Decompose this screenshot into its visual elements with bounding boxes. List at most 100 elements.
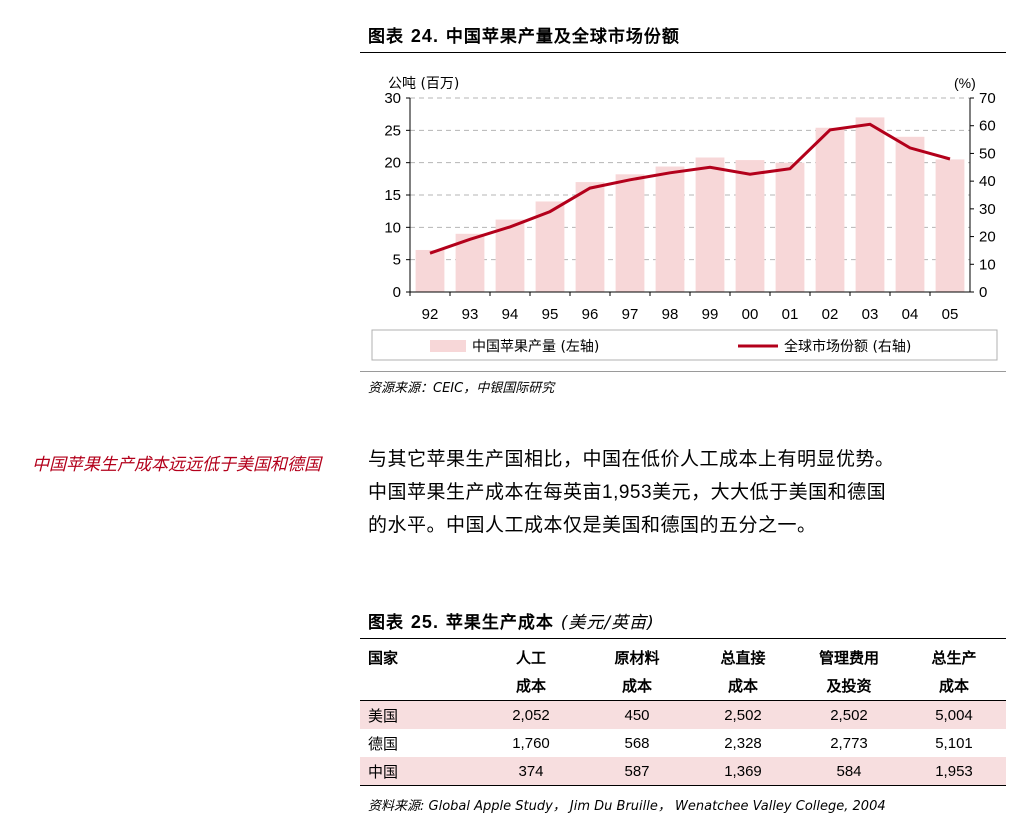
production-bar — [495, 219, 525, 292]
header-direct: 总直接 — [720, 649, 766, 667]
legend-box — [371, 329, 998, 361]
x-tick-label: 05 — [942, 306, 959, 323]
figure-label: 图表 — [368, 613, 404, 633]
figure-title-text: 中国苹果产量及全球市场份额 — [445, 27, 680, 47]
legend-line-label: 全球市场份额 (右轴) — [784, 338, 911, 355]
left-tick-label: 20 — [384, 155, 401, 172]
header-country-2 — [360, 672, 478, 701]
figure-24-title: 图表 24. 中国苹果产量及全球市场份额 — [368, 22, 680, 47]
figure-title-text: 苹果生产成本 — [445, 613, 554, 633]
row-country: 美国 — [360, 700, 478, 729]
production-bar — [895, 136, 925, 292]
left-axis-ticks: 0 5 10 15 20 25 30 — [384, 90, 410, 301]
x-tick-label: 02 — [822, 306, 839, 323]
figure-number: 25. — [410, 612, 439, 632]
left-tick-label: 25 — [384, 122, 401, 139]
cell-materials: 587 — [584, 757, 690, 786]
production-bar — [735, 160, 765, 292]
cell-overhead: 2,773 — [830, 734, 868, 752]
x-tick-label: 94 — [502, 306, 519, 323]
right-tick-label: 40 — [979, 173, 996, 190]
x-axis-ticks: 92 93 94 95 96 97 98 99 00 01 02 03 04 05 — [409, 292, 959, 323]
production-bar — [855, 117, 885, 293]
header-materials: 原材料 — [614, 649, 660, 667]
source-rule — [360, 371, 1006, 372]
figure-title-unit: (美元/英亩) — [560, 613, 655, 633]
table-row: 中国 374 587 1,369 584 1,953 — [360, 757, 1006, 786]
x-tick-label: 04 — [902, 306, 919, 323]
x-tick-label: 97 — [622, 306, 639, 323]
side-note: 中国苹果生产成本远远低于美国和德国 — [32, 455, 321, 475]
right-tick-label: 60 — [979, 118, 996, 135]
cost-table: 国家 人工 原材料 总直接 管理费用 总生产 成本 成本 成本 及投资 成本 美… — [360, 644, 1006, 786]
legend-bar-label: 中国苹果产量 (左轴) — [472, 339, 599, 355]
paragraph-line-3: 的水平。中国人工成本仅是美国和德国的五分之一。 — [368, 514, 817, 536]
right-axis-label: (%) — [954, 75, 976, 91]
chart-grid — [410, 97, 970, 261]
cell-overhead: 2,502 — [796, 700, 902, 729]
left-tick-label: 10 — [384, 219, 401, 236]
market-share-line — [429, 122, 951, 255]
left-tick-label: 15 — [384, 187, 401, 204]
table-header-row: 国家 人工 原材料 总直接 管理费用 总生产 — [360, 644, 1006, 672]
x-tick-label: 01 — [782, 306, 799, 323]
x-tick-label: 96 — [582, 306, 599, 323]
cell-total: 5,004 — [902, 700, 1006, 729]
header-materials-2: 成本 — [621, 677, 652, 695]
table-row: 美国 2,052 450 2,502 2,502 5,004 — [360, 700, 1006, 729]
paragraph-line-1: 与其它苹果生产国相比，中国在低价人工成本上有明显优势。 — [368, 448, 895, 470]
cell-overhead: 584 — [796, 757, 902, 786]
figure-number: 24. — [410, 26, 439, 46]
title-rule — [360, 52, 1006, 53]
x-tick-label: 93 — [462, 306, 479, 323]
table-row: 德国 1,760 568 2,328 2,773 5,101 — [360, 729, 1006, 757]
x-tick-label: 99 — [702, 306, 719, 323]
table-title-rule — [360, 638, 1006, 639]
figure-25-source: 资料来源: Global Apple Study， Jim Du Bruille… — [368, 799, 886, 814]
cost-figure: 1,953 — [602, 482, 653, 503]
cell-direct: 2,328 — [724, 734, 762, 752]
production-bar — [935, 159, 965, 292]
cell-labor: 1,760 — [512, 734, 550, 752]
row-country: 中国 — [360, 757, 478, 786]
right-tick-label: 20 — [979, 229, 996, 246]
right-axis-ticks: 0 10 20 30 40 50 60 70 — [970, 90, 996, 301]
x-tick-label: 92 — [422, 306, 439, 323]
production-bar — [615, 174, 645, 292]
right-tick-label: 10 — [979, 256, 996, 273]
header-overhead: 管理费用 — [818, 649, 879, 667]
right-tick-label: 50 — [979, 145, 996, 162]
row-country: 德国 — [368, 734, 399, 753]
header-direct-2: 成本 — [727, 677, 758, 695]
production-bar — [655, 166, 685, 292]
paragraph-line-2: 中国苹果生产成本在每英亩1,953美元，大大低于美国和德国 — [368, 476, 1018, 509]
right-tick-label: 70 — [979, 90, 996, 107]
cell-total: 1,953 — [902, 757, 1006, 786]
cell-materials: 450 — [584, 700, 690, 729]
body-paragraph: 与其它苹果生产国相比，中国在低价人工成本上有明显优势。 中国苹果生产成本在每英亩… — [368, 443, 1018, 542]
x-tick-label: 95 — [542, 306, 559, 323]
cell-direct: 2,502 — [690, 700, 796, 729]
header-labor: 人工 — [515, 649, 546, 667]
cell-labor: 2,052 — [478, 700, 584, 729]
table-header-row-2: 成本 成本 成本 及投资 成本 — [360, 672, 1006, 701]
header-total: 总生产 — [931, 649, 977, 667]
x-tick-label: 00 — [742, 306, 759, 323]
production-bars — [415, 117, 965, 293]
figure-24-source: 资源来源：CEIC，中银国际研究 — [368, 381, 555, 396]
left-tick-label: 0 — [393, 284, 401, 301]
legend-bar-swatch — [430, 340, 466, 352]
left-tick-label: 30 — [384, 90, 401, 107]
cell-labor: 374 — [478, 757, 584, 786]
figure-25-title: 图表 25. 苹果生产成本 (美元/英亩) — [368, 608, 655, 633]
production-bar — [775, 162, 805, 292]
production-bar — [695, 157, 725, 292]
paragraph-line-2-a: 中国苹果生产成本在每英亩 — [368, 481, 603, 503]
right-tick-label: 0 — [979, 284, 987, 301]
header-labor-2: 成本 — [515, 677, 546, 695]
cell-total: 5,101 — [935, 734, 973, 752]
x-tick-label: 98 — [662, 306, 679, 323]
paragraph-line-2-b: 美元，大大低于美国和德国 — [652, 481, 887, 503]
production-bar — [815, 127, 845, 292]
